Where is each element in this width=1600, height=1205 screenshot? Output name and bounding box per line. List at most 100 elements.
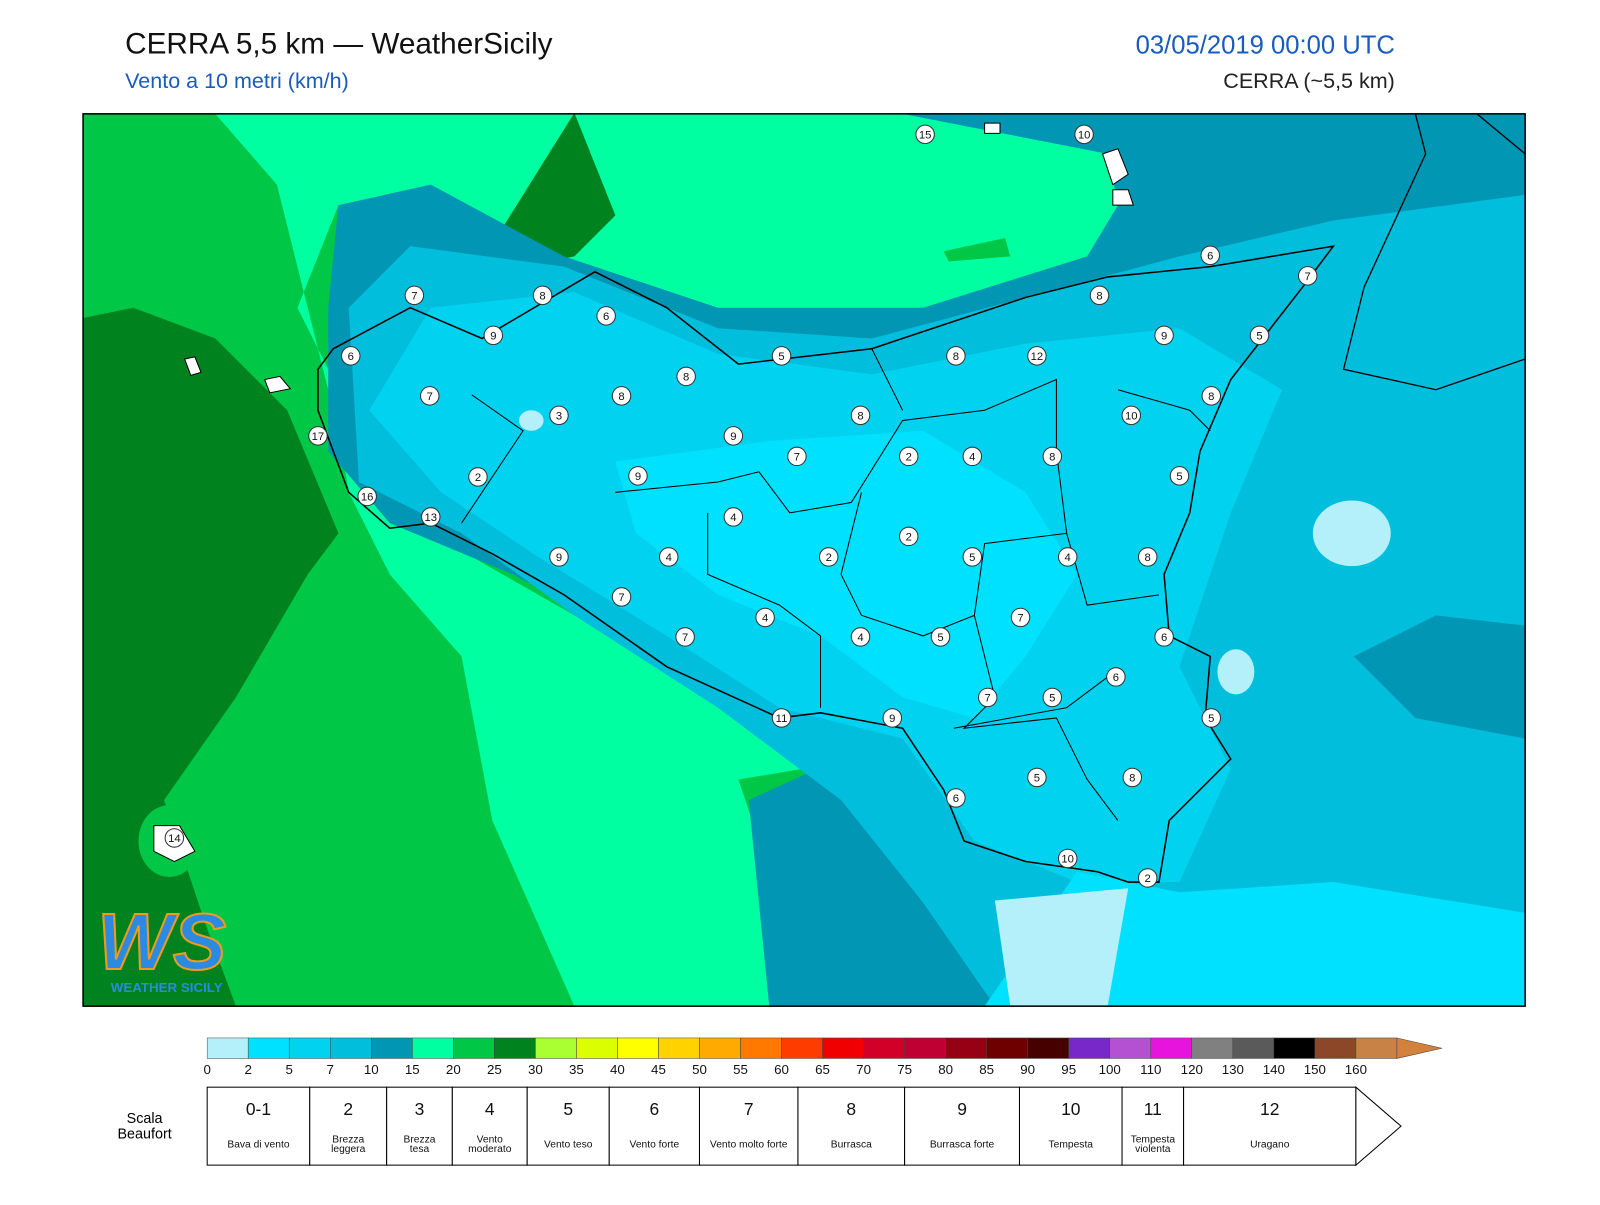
beaufort-box	[386, 1086, 453, 1166]
station-value: 9	[889, 713, 895, 725]
station-marker	[930, 627, 951, 647]
beaufort-description-box: Vento teso	[543, 1138, 593, 1151]
station-value: 2	[475, 472, 481, 484]
station-marker	[1106, 667, 1126, 687]
station-value: 16	[361, 492, 374, 504]
beaufort-box	[1018, 1086, 1123, 1166]
station-marker	[1089, 285, 1110, 306]
logo-mark: WS	[97, 897, 226, 986]
station-value: 9	[490, 330, 496, 342]
island	[153, 122, 1135, 863]
station-marker	[1154, 325, 1174, 346]
station-value: 9	[1161, 330, 1167, 342]
map-frame	[82, 113, 1526, 1007]
map: 15 10 6 7 7 8 6 9 8 9 5 6 5 8 12 8 7 8 8 3 8 10 17 9 7 2 4 8 2 9 5 16 13…	[83, 113, 1526, 1007]
colorbar-tick-label: 60	[774, 1062, 789, 1077]
beaufort-description-box: Tempesta violenta	[1131, 1135, 1175, 1154]
station-value: 15	[919, 129, 932, 141]
station-marker	[962, 547, 983, 567]
colorbar-tick-label: 5	[286, 1062, 293, 1077]
beaufort-box	[698, 1086, 799, 1166]
field	[1353, 615, 1526, 739]
colorbar-tick-label: 2	[244, 1062, 251, 1077]
station-value: 4	[730, 512, 736, 524]
station-marker	[1201, 386, 1222, 406]
beaufort-force: 6	[650, 1099, 660, 1119]
colorbar-segment	[576, 1037, 618, 1059]
colorbar-tick-label: 15	[405, 1062, 420, 1077]
station-value: 4	[969, 452, 975, 464]
colorbar-tick-label: 140	[1263, 1062, 1285, 1077]
station-value: 8	[618, 391, 624, 403]
colorbar-tick-label: 110	[1140, 1062, 1161, 1077]
colorbar-segment	[658, 1037, 700, 1059]
colorbar-segment	[945, 1037, 987, 1059]
station-marker	[549, 405, 569, 426]
colorbar-tick-label: 120	[1181, 1062, 1203, 1077]
colorbar-segment	[494, 1037, 536, 1059]
colorbar-tick-label: 75	[897, 1062, 912, 1077]
beaufort-description: Bava di vento	[227, 1138, 290, 1151]
beaufort-box	[1121, 1086, 1185, 1166]
station-value: 4	[1065, 552, 1071, 564]
title: CERRA 5,5 km — WeatherSicily	[125, 27, 553, 60]
colorbar-tick-label: 10	[364, 1062, 379, 1077]
station-marker	[675, 627, 695, 647]
station-value: 12	[1031, 351, 1044, 363]
beaufort-box	[309, 1086, 388, 1166]
station-marker	[1057, 547, 1078, 567]
beaufort-description-box: Uragano	[1250, 1139, 1289, 1149]
station-marker	[1169, 466, 1190, 486]
colorbar-segment	[329, 1037, 372, 1059]
beaufort-description: Vento teso	[543, 1138, 593, 1151]
station-value: 9	[556, 552, 562, 564]
colorbar-arrow	[1396, 1037, 1443, 1059]
station-value: 10	[1061, 854, 1074, 866]
beaufort-description: Brezza tesa	[403, 1134, 436, 1155]
colorbar-segment	[617, 1037, 659, 1059]
colorbar-segment	[822, 1037, 864, 1059]
colorbar-segment	[863, 1037, 905, 1059]
station-marker	[676, 366, 696, 387]
station-value: 8	[1129, 773, 1135, 785]
station-value: 2	[1145, 873, 1151, 885]
station-value: 2	[826, 552, 832, 564]
station-value: 2	[906, 452, 912, 464]
station-marker	[1057, 848, 1078, 869]
colorbar-tick-label: 7	[327, 1062, 334, 1077]
colorbar-segment	[453, 1037, 495, 1059]
station-marker	[549, 547, 569, 567]
province-border	[461, 348, 1211, 821]
colorbar-tick-label: 50	[692, 1062, 707, 1077]
station-marker	[1027, 346, 1047, 366]
colorbar-segment	[699, 1037, 741, 1059]
station-value: 6	[603, 311, 609, 323]
colorbar-tick-label: 55	[733, 1062, 748, 1077]
station-value: 7	[427, 391, 433, 403]
station-value: 7	[1305, 271, 1311, 283]
station-marker	[818, 547, 839, 567]
station-marker	[1121, 405, 1142, 426]
beaufort-force: 3	[415, 1099, 425, 1119]
station-value: 8	[539, 290, 545, 302]
station-marker	[946, 788, 966, 808]
colorbar-tick-label: 30	[528, 1062, 543, 1077]
station-value: 5	[937, 632, 943, 644]
station-marker	[404, 285, 425, 306]
colorbar-tick-label: 70	[856, 1062, 871, 1077]
colorbar-tick-label: 100	[1099, 1062, 1121, 1077]
station-value: 2	[906, 532, 912, 544]
station-marker	[1010, 607, 1031, 628]
colorbar-segment	[412, 1037, 454, 1059]
station-value: 8	[1208, 391, 1214, 403]
colorbar-tick-label: 20	[446, 1062, 461, 1077]
colorbar-segment	[247, 1037, 290, 1059]
station-marker	[1042, 446, 1063, 467]
beaufort-description: Vento molto forte	[709, 1138, 788, 1151]
station-value: 10	[1078, 129, 1091, 141]
station-marker	[468, 467, 488, 487]
colorbar-tick-label: 0	[203, 1062, 210, 1077]
beaufort-box	[526, 1086, 610, 1166]
station-marker	[723, 507, 744, 527]
beaufort-force: 8	[846, 1099, 856, 1119]
